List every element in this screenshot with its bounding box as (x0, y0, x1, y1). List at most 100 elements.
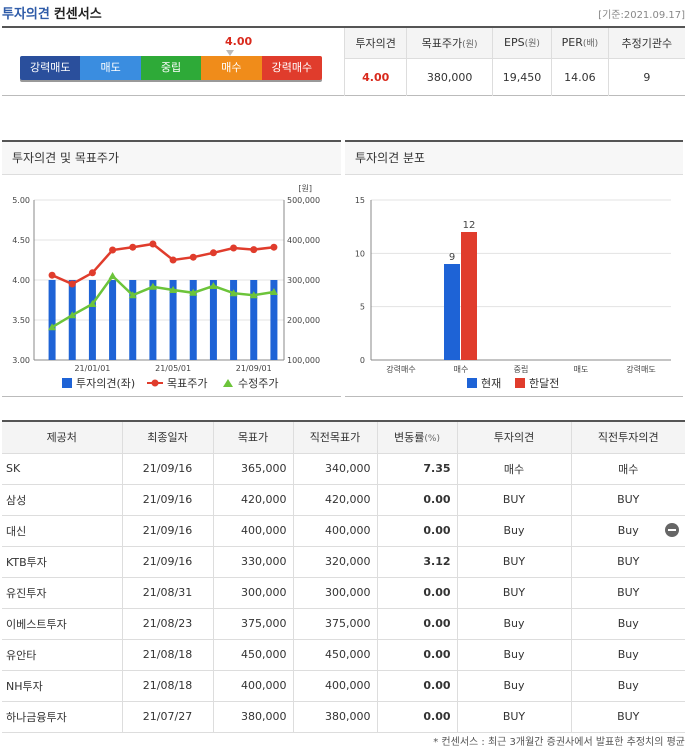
analyst-table: 제공처 최종일자 목표가 직전목표가 변동률(%) 투자의견 직전투자의견 SK… (2, 420, 685, 733)
page-title: 투자의견 컨센서스 (2, 3, 102, 22)
cell-change: 3.12 (376, 545, 458, 578)
opinion-distribution-panel: 투자의견 분포 15 10 5 0 강력매수 매수 중립 매도 강력매도 9 12 현재 한달전 (345, 140, 683, 397)
opinion-bar (129, 280, 137, 360)
collapse-minus-icon[interactable] (665, 523, 679, 537)
cell-opinion: BUY (456, 545, 572, 578)
cell-change: 0.00 (376, 514, 458, 547)
cell-prev-target: 375,000 (292, 607, 378, 640)
summary-header-row: 투자의견 목표주가(원) EPS(원) PER(배) 추정기관수 (343, 28, 685, 59)
summary-table: 투자의견 목표주가(원) EPS(원) PER(배) 추정기관수 4.00 38… (343, 28, 685, 96)
gauge-segment-sell: 매도 (80, 56, 141, 80)
y-left-tick-label: 3.50 (12, 316, 30, 325)
y-right-tick-label: 300,000 (287, 276, 320, 285)
x-tick-label: 중립 (514, 365, 529, 374)
cell-provider: 유안타 (2, 638, 123, 671)
summary-opinion-value: 4.00 (343, 58, 407, 96)
cell-change: 7.35 (376, 452, 458, 485)
adjusted-price-point (148, 282, 157, 290)
adjusted-price-point (128, 291, 137, 299)
cell-target: 380,000 (212, 700, 294, 733)
legend-marker-adjusted (223, 379, 233, 387)
cell-opinion: BUY (456, 483, 572, 516)
x-tick-label: 강력매도 (626, 364, 655, 374)
adjusted-price-point (68, 311, 77, 319)
gauge-segment-buy: 매수 (201, 56, 262, 80)
y-right-tick-label: 400,000 (287, 236, 320, 245)
opinion-bar (48, 280, 56, 360)
cell-provider: 하나금융투자 (2, 700, 123, 733)
gauge-segment-strong-buy: 강력매수 (261, 56, 322, 80)
x-tick-label: 21/05/01 (155, 364, 191, 373)
summary-header: 추정기관수 (607, 28, 685, 59)
opinion-bar (270, 280, 278, 360)
cell-prev-opinion: 매수 (570, 452, 685, 485)
x-tick-label: 매도 (574, 365, 589, 374)
target-price-point (250, 246, 258, 254)
table-row: NH투자 21/08/18 400,000 400,000 0.00 Buy Buy (2, 669, 685, 702)
opinion-bar (169, 280, 177, 360)
legend-swatch-month-ago (515, 378, 525, 388)
legend-label: 투자의견(좌) (76, 377, 135, 390)
cell-change: 0.00 (376, 607, 458, 640)
target-price-point (149, 240, 157, 248)
cell-prev-opinion: BUY (570, 700, 685, 733)
opinion-distribution-chart: 15 10 5 0 강력매수 매수 중립 매도 강력매도 9 12 현재 한달전 (355, 196, 671, 390)
cell-change: 0.00 (376, 700, 458, 733)
table-row: SK 21/09/16 365,000 340,000 7.35 매수 매수 (2, 452, 685, 485)
adjusted-price-point (209, 282, 218, 289)
cell-target: 365,000 (212, 452, 294, 485)
cell-date: 21/08/23 (121, 607, 214, 640)
cell-prev-target: 400,000 (292, 514, 378, 547)
opinion-bar (149, 280, 157, 360)
cell-prev-target: 320,000 (292, 545, 378, 578)
cell-change: 0.00 (376, 483, 458, 516)
legend-marker-target (151, 379, 159, 387)
y-left-tick-label: 5.00 (12, 196, 30, 205)
cell-target: 400,000 (212, 669, 294, 702)
summary-target-price: 380,000 (406, 58, 493, 96)
col-opinion: 투자의견 (456, 421, 572, 454)
cell-opinion: 매수 (456, 452, 572, 485)
target-price-point (230, 244, 238, 252)
cell-opinion: Buy (456, 669, 572, 702)
opinion-bar (189, 280, 197, 360)
x-tick-label: 강력매수 (386, 364, 415, 374)
panel-title: 투자의견 및 목표주가 (2, 142, 341, 175)
cell-prev-target: 380,000 (292, 700, 378, 733)
summary-per: 14.06 (551, 58, 609, 96)
title-text: 투자의견 (2, 7, 50, 22)
opinion-bar (109, 280, 117, 360)
cell-target: 450,000 (212, 638, 294, 671)
y-right-unit-label: [원] (298, 184, 312, 193)
cell-target: 375,000 (212, 607, 294, 640)
y-tick-label: 15 (355, 196, 365, 205)
legend-label: 목표주가 (167, 377, 207, 390)
opinion-target-chart: 5.00 4.50 4.00 3.50 3.00 500,000 400,000 300,00… (12, 184, 320, 390)
adjusted-price-point (108, 272, 117, 279)
y-tick-label: 0 (360, 356, 365, 365)
col-provider: 제공처 (2, 421, 123, 454)
cell-provider: 대신 (2, 514, 123, 547)
target-price-point (48, 271, 56, 279)
target-price-point (129, 243, 137, 251)
table-row: 대신 21/09/16 400,000 400,000 0.00 Buy Buy (2, 514, 685, 547)
cell-prev-opinion: BUY (570, 483, 685, 516)
target-price-point (88, 269, 96, 277)
legend-swatch-opinion (62, 378, 72, 388)
cell-provider: 유진투자 (2, 576, 123, 609)
cell-target: 420,000 (212, 483, 294, 516)
cell-prev-target: 340,000 (292, 452, 378, 485)
cell-opinion: Buy (456, 607, 572, 640)
target-price-point (270, 243, 278, 251)
adjusted-price-point (229, 289, 238, 297)
adjusted-price-point (269, 288, 278, 295)
summary-header: PER(배) (551, 28, 609, 59)
title-subtitle: 컨센서스 (53, 7, 102, 22)
cell-prev-opinion: BUY (570, 576, 685, 609)
cell-opinion: Buy (456, 514, 572, 547)
y-left-tick-label: 3.00 (12, 356, 30, 365)
cell-opinion: BUY (456, 700, 572, 733)
opinion-bar (88, 280, 96, 360)
col-target: 목표가 (212, 421, 294, 454)
cell-provider: KTB투자 (2, 545, 123, 578)
